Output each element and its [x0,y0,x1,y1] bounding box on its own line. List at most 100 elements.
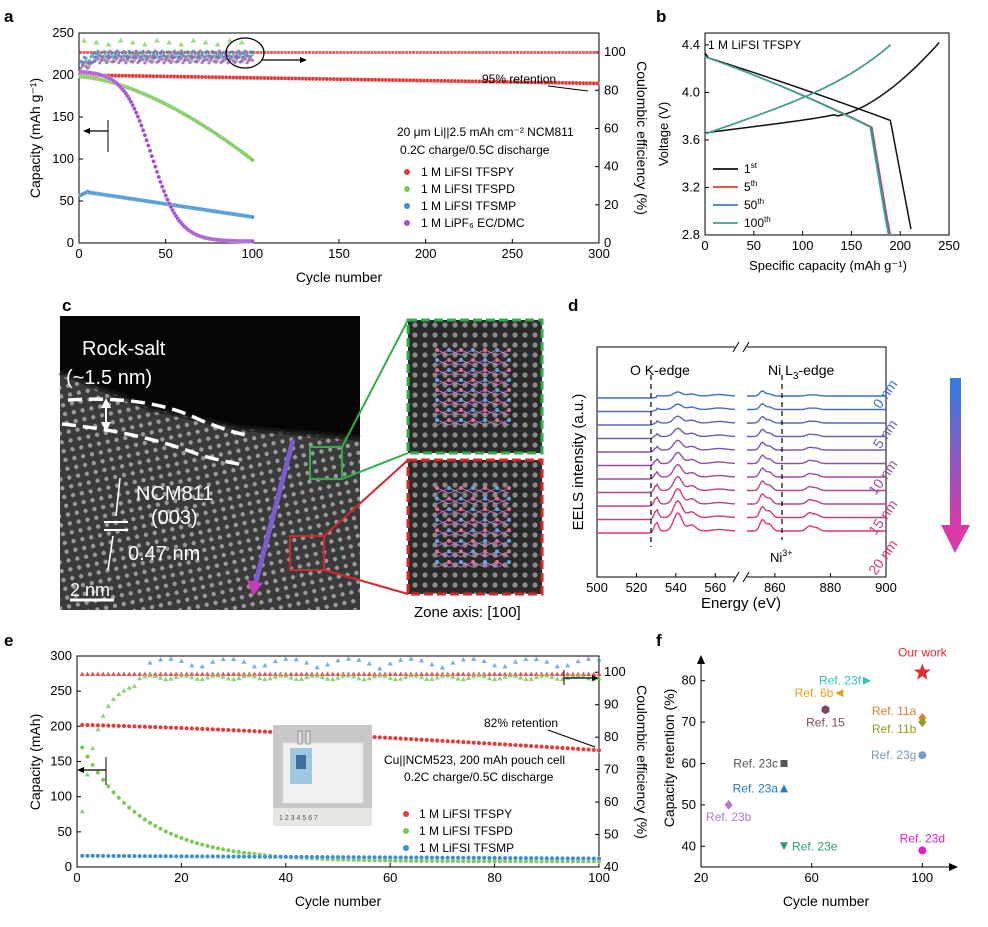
ce-point [89,55,93,59]
atom [435,549,439,554]
ce-point [453,50,457,55]
atom [471,507,475,512]
ce-point [195,60,199,64]
ce-marker [523,671,529,677]
ce-point [491,50,495,55]
ce-point [332,50,336,55]
ce-point [488,50,492,55]
point-marker [918,751,927,760]
left-axis-arrowhead-a [83,128,90,134]
y2-tick-label: 0 [604,235,611,250]
ce-point [101,55,105,59]
condition-line1-e: Cu||NCM523, 200 mAh pouch cell [384,753,565,767]
x-tick-label: 560 [704,580,726,595]
bond [436,379,450,386]
ce-marker [460,671,466,677]
ce-outlier [154,37,160,43]
capacity-point [580,746,586,752]
y2-ticks-e: 40 50 60 70 80 90 100 [595,664,626,874]
ce-marker [173,674,179,679]
capacity-point [132,853,137,859]
ce-marker [450,671,456,677]
ce-point [122,49,126,54]
bond [448,369,462,376]
capacity-point [121,853,127,859]
capacity-point [79,745,85,750]
capacity-point [596,856,602,861]
ce-marker [126,671,132,677]
bond [496,409,510,416]
ce-marker [492,676,498,682]
ce-point [129,51,133,55]
ce-marker [340,673,346,678]
capacity-point [152,853,158,859]
bond [460,359,474,366]
capacity-point [528,743,534,749]
ce-marker [408,656,414,661]
capacity-point [231,848,236,854]
y-ticks-e: 0 50 100 150 200 250 300 [50,648,81,874]
ce-point [172,55,176,59]
ce-point [108,55,112,59]
ce-point [236,49,241,53]
point-marker [918,846,927,855]
atom [435,348,439,352]
capacity-point [168,853,174,859]
capacity-point [111,789,116,795]
x-tick-label: 150 [328,246,350,261]
ce-marker [220,656,226,662]
ce-marker [293,671,299,677]
capacity-point [544,855,550,861]
bond [448,379,462,386]
ce-marker [236,671,242,677]
point-label: Ref. 6b [795,686,834,700]
capacity-point [130,102,135,108]
ce-point [169,60,173,65]
ce-marker [554,663,560,669]
ce-point [176,59,180,64]
atom [447,517,451,522]
ce-marker [596,671,602,677]
ce-point [94,51,98,56]
ce-point [198,49,202,53]
capacity-point [518,743,524,748]
ce-marker [471,656,477,661]
capacity-point [163,193,168,198]
bond [448,399,462,406]
ce-marker [460,656,466,662]
capacity-point [142,132,148,138]
ce-marker [492,662,498,668]
capacity-point [424,737,430,743]
o-k-spectrum [597,475,736,494]
atom [447,408,451,412]
y2-tick-label: 40 [604,859,618,874]
capacity-point [151,159,156,164]
annotation-e: 82% retention [484,716,558,730]
bond [484,399,498,406]
bond [460,519,474,526]
x-axis-arrow-f [949,863,958,871]
capacity-point [314,854,320,860]
ce-marker [523,676,529,682]
bond [448,529,462,536]
y2-tick-label: 40 [604,159,618,174]
ce-marker [189,662,195,668]
bond [484,529,498,536]
ce-point [561,50,565,55]
ce-point [153,56,157,60]
capacity-point [340,854,346,860]
capacity-point [445,738,450,744]
ce-point [153,49,157,53]
y2-tick-label: 80 [604,82,618,97]
ce-point [250,58,254,62]
bond [472,419,486,426]
ce-marker [267,671,273,677]
ce-point [519,50,523,55]
ce-point [373,50,377,55]
capacity-point [121,800,127,806]
bond [436,561,450,568]
capacity-point [184,853,189,859]
ce-marker [137,671,143,677]
atom [447,398,451,402]
